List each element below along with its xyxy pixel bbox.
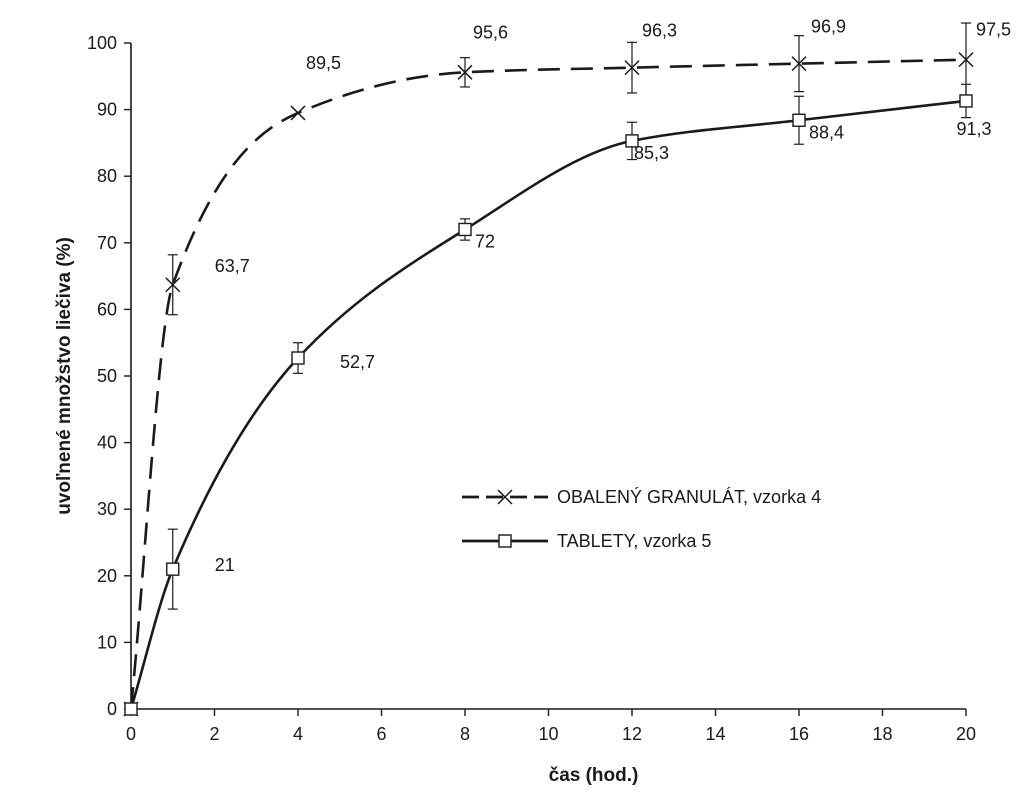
- data-label-s1-p5: 88,4: [809, 122, 844, 142]
- y-tick-label-40: 40: [97, 433, 117, 453]
- marker-square-s1-p0: [124, 702, 138, 716]
- x-tick-label-0: 0: [126, 724, 136, 744]
- marker-square-s1-p3: [458, 222, 472, 237]
- data-label-s0-p6: 97,5: [976, 20, 1011, 40]
- y-tick-label-10: 10: [97, 632, 117, 652]
- marker-x-s0-p6: [958, 52, 974, 68]
- y-tick-label-50: 50: [97, 366, 117, 386]
- marker-x-s0-p4: [624, 60, 640, 76]
- data-label-s0-p3: 95,6: [473, 22, 508, 42]
- legend-item-0: OBALENÝ GRANULÁT, vzorka 4: [462, 487, 821, 507]
- y-tick-label-90: 90: [97, 100, 117, 120]
- y-tick-label-30: 30: [97, 499, 117, 519]
- marker-square-s1-p1: [166, 562, 180, 576]
- x-tick-label-10: 10: [538, 724, 558, 744]
- x-tick-label-14: 14: [705, 724, 725, 744]
- y-tick-label-70: 70: [97, 233, 117, 253]
- legend-marker-x-stroke-b: [497, 489, 513, 505]
- marker-square-s1-p2: [291, 351, 305, 365]
- marker-x-s0-p2-stroke-b: [290, 105, 306, 121]
- legend-item-1: TABLETY, vzorka 5: [462, 531, 711, 551]
- data-label-s0-p5: 96,9: [811, 17, 846, 37]
- x-axis-title: čas (hod.): [549, 765, 639, 786]
- data-label-s1-p2: 52,7: [340, 352, 375, 372]
- y-tick-label-80: 80: [97, 166, 117, 186]
- series-markers: [123, 52, 974, 717]
- y-axis-title: uvoľnené množstvo liečiva (%): [54, 237, 75, 515]
- data-label-s1-p3: 72: [475, 231, 495, 251]
- x-tick-label-2: 2: [209, 724, 219, 744]
- legend-label-0: OBALENÝ GRANULÁT, vzorka 4: [557, 487, 821, 507]
- error-bars: [167, 22, 971, 610]
- x-tick-label-20: 20: [956, 724, 976, 744]
- marker-square-s1-p4: [625, 134, 639, 148]
- marker-x-s0-p5-stroke-b: [791, 56, 807, 72]
- legend: OBALENÝ GRANULÁT, vzorka 4 TABLETY, vzork…: [462, 487, 821, 551]
- y-tick-label-60: 60: [97, 299, 117, 319]
- y-tick-label-0: 0: [107, 699, 117, 719]
- x-tick-label-6: 6: [376, 724, 386, 744]
- marker-square-s1-p6: [959, 94, 973, 108]
- marker-x-s0-p5: [791, 56, 807, 72]
- data-label-s0-p1: 63,7: [215, 256, 250, 276]
- marker-x-s0-p1: [165, 277, 181, 293]
- data-label-s0-p4: 96,3: [642, 21, 677, 41]
- series-line-1: [129, 99, 967, 710]
- data-label-s1-p6: 91,3: [956, 119, 991, 139]
- axes: 0 10 20 30 40 50 60 70 80 90 100 0 2 4 6 8 10 12 14 16 18 20: [87, 33, 976, 744]
- x-tick-label-8: 8: [460, 724, 470, 744]
- legend-marker-x: [497, 489, 513, 505]
- y-tick-label-100: 100: [87, 33, 117, 53]
- x-tick-label-4: 4: [293, 724, 303, 744]
- y-tick-label-20: 20: [97, 566, 117, 586]
- x-tick-label-12: 12: [622, 724, 642, 744]
- data-label-s0-p2: 89,5: [306, 53, 341, 73]
- data-label-s1-p1: 21: [215, 555, 235, 575]
- legend-label-1: TABLETY, vzorka 5: [557, 531, 711, 551]
- legend-marker-square: [498, 534, 512, 548]
- series-line-0: [129, 58, 967, 710]
- marker-x-s0-p6-stroke-b: [958, 52, 974, 68]
- x-tick-label-18: 18: [872, 724, 892, 744]
- series-curves: [129, 58, 967, 710]
- marker-x-s0-p3: [457, 64, 473, 80]
- marker-x-s0-p3-stroke-b: [457, 64, 473, 80]
- data-labels: 63,7 89,5 95,6 96,3 96,9 97,5 21 52,7 72 85,3 88,4…: [215, 17, 1011, 575]
- marker-square-s1-p5: [792, 113, 806, 127]
- data-label-s1-p4: 85,3: [634, 143, 669, 163]
- marker-x-s0-p4-stroke-b: [624, 60, 640, 76]
- marker-x-s0-p1-stroke-b: [165, 277, 181, 293]
- marker-x-s0-p2: [290, 105, 306, 121]
- x-tick-label-16: 16: [789, 724, 809, 744]
